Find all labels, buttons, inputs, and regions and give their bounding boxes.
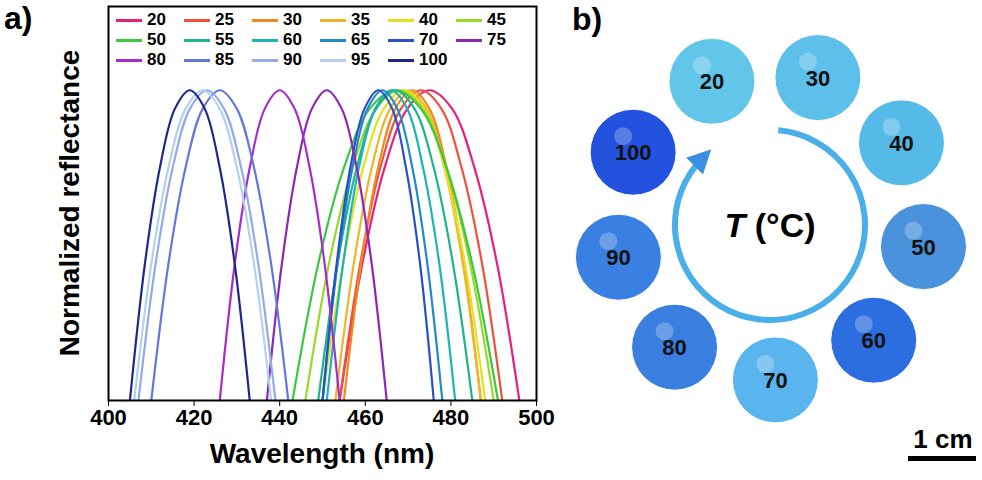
html-text:95: 95: [351, 50, 370, 69]
html-text:45: 45: [487, 10, 506, 29]
html-text:40: 40: [419, 10, 438, 29]
html-text:50: 50: [147, 30, 166, 49]
svg-text:50: 50: [911, 235, 935, 260]
svg-text:40: 40: [889, 131, 913, 156]
svg-text:20: 20: [700, 69, 724, 94]
svg-text:400: 400: [90, 405, 127, 430]
svg-text:480: 480: [433, 405, 470, 430]
html-text:a): a): [4, 0, 33, 36]
svg-text:80: 80: [662, 335, 686, 360]
html-text:20: 20: [147, 10, 166, 29]
html-text:90: 90: [283, 50, 302, 69]
html-text:Normalized reflectance: Normalized reflectance: [54, 49, 85, 357]
svg-text:30: 30: [806, 66, 830, 91]
svg-text:b): b): [572, 1, 602, 37]
svg-text:90: 90: [606, 245, 630, 270]
svg-text:70: 70: [763, 368, 787, 393]
html-text:75: 75: [487, 30, 506, 49]
svg-text:T (°C): T (°C): [724, 206, 815, 244]
svg-text:60: 60: [861, 328, 885, 353]
html-text:85: 85: [215, 50, 234, 69]
html-text:25: 25: [215, 10, 234, 29]
svg-text:500: 500: [518, 405, 555, 430]
html-text:80: 80: [147, 50, 166, 69]
svg-text:420: 420: [176, 405, 213, 430]
html-text:65: 65: [351, 30, 370, 49]
html-text:30: 30: [283, 10, 302, 29]
html-text:100: 100: [419, 50, 448, 69]
html-text:Wavelength (nm): Wavelength (nm): [209, 438, 435, 469]
html-text:55: 55: [215, 30, 234, 49]
svg-text:440: 440: [261, 405, 298, 430]
svg-text:1 cm: 1 cm: [913, 424, 972, 454]
html-text:35: 35: [351, 10, 370, 29]
html-text:70: 70: [419, 30, 438, 49]
html-text:60: 60: [283, 30, 302, 49]
svg-text:460: 460: [347, 405, 384, 430]
svg-text:100: 100: [615, 140, 652, 165]
